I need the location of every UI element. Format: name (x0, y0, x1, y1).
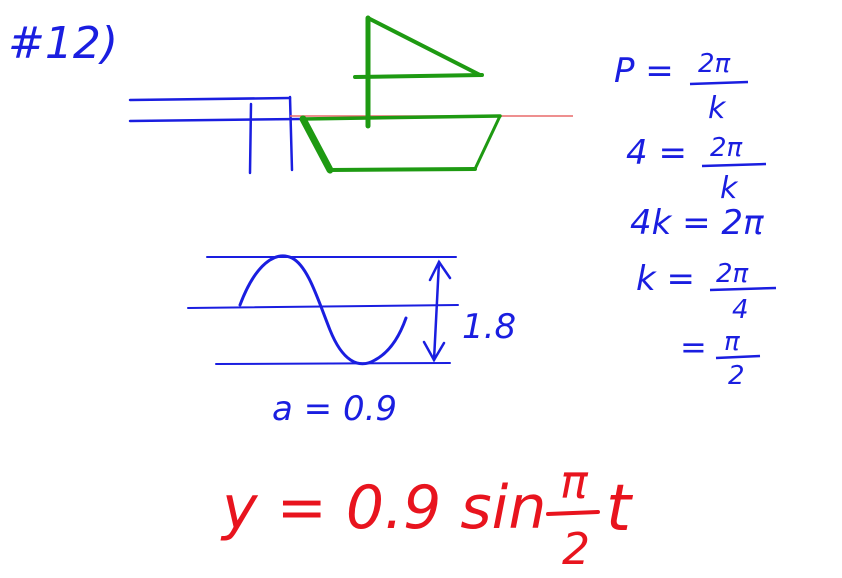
final-answer-num: π (560, 455, 589, 509)
period-line-4-den: 4 (732, 295, 749, 325)
boat-hull-deck (301, 114, 502, 121)
period-line-1: P = 2π k (614, 49, 749, 126)
wave-diagram (187, 254, 459, 366)
amplitude-arrow-shaft (432, 260, 441, 362)
dock-drawing (128, 95, 302, 175)
amplitude-range-label: 1.8 (462, 307, 516, 347)
period-line-2-bar (701, 162, 767, 168)
amplitude-result: a = 0.9 (272, 389, 397, 429)
boat-hull-bottom (328, 167, 477, 172)
period-line-5-den: 2 (728, 361, 745, 391)
final-answer-bar (546, 510, 600, 516)
sailboat-drawing (299, 15, 502, 174)
amplitude-arrow-head-top (428, 259, 452, 282)
wave-min-line (215, 362, 451, 365)
dock-top-line (128, 96, 292, 102)
period-line-5: = π 2 (680, 327, 761, 391)
period-line-3: 4k = 2π (630, 203, 764, 243)
boat-sail-top (366, 16, 482, 77)
period-line-2-den: k (720, 171, 739, 206)
period-line-2: 4 = 2π k (626, 133, 767, 206)
period-line-5-lhs: = (680, 328, 707, 366)
final-answer: y = 0.9 sin π 2 t (220, 455, 634, 575)
amplitude-arrow-head-bottom (422, 340, 446, 363)
period-line-1-den: k (708, 91, 727, 126)
final-answer-var: t (606, 472, 634, 546)
problem-number: #12) (8, 18, 118, 69)
final-answer-lhs: y = 0.9 sin (220, 473, 546, 543)
wave-mid-line (187, 304, 459, 309)
period-line-2-num: 2π (710, 133, 743, 163)
boat-sail-bottom (353, 73, 484, 79)
boat-hull-right (473, 114, 502, 171)
dock-bottom-line (128, 117, 302, 123)
period-line-4-lhs: k = (636, 259, 695, 299)
period-line-4-bar (709, 286, 777, 292)
boat-hull-left (299, 115, 334, 174)
dock-post-left (248, 102, 253, 175)
period-line-5-num: π (724, 327, 740, 357)
period-line-1-bar (689, 80, 749, 86)
dock-post-right (288, 95, 294, 172)
wave-curve (238, 254, 408, 366)
period-line-2-lhs: 4 = (626, 133, 687, 173)
period-line-1-lhs: P = (614, 51, 674, 91)
final-answer-den: 2 (562, 524, 590, 575)
period-line-1-num: 2π (698, 49, 731, 79)
period-line-4-num: 2π (716, 259, 749, 289)
period-line-5-bar (715, 354, 761, 360)
period-line-4: k = 2π 4 (636, 259, 777, 325)
